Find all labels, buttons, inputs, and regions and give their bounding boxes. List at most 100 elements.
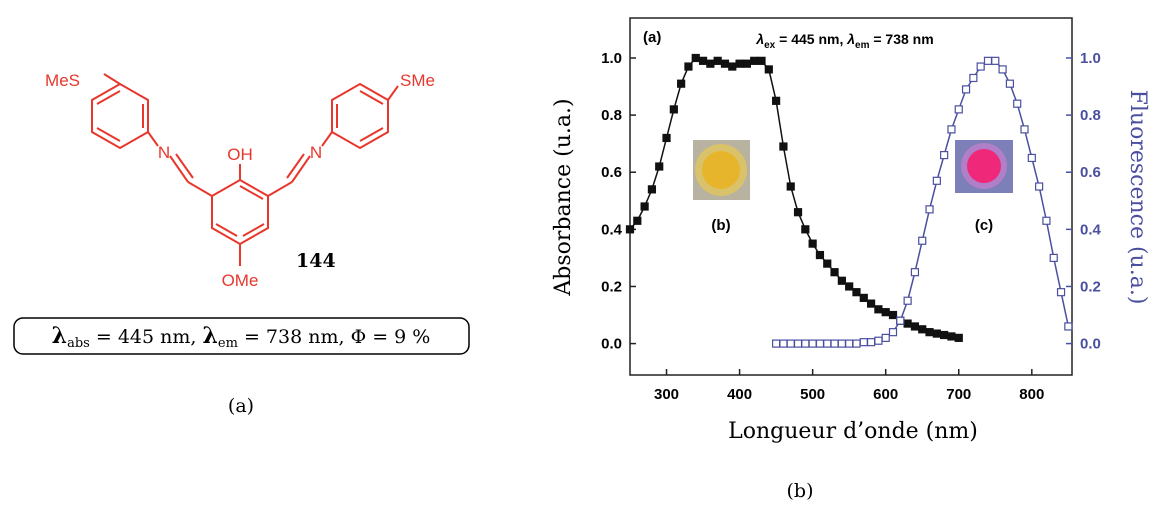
data-point: [991, 56, 1000, 65]
data-point: [903, 296, 912, 305]
data-point: [961, 85, 971, 94]
data-point: [1056, 288, 1066, 297]
x-tick-label: 600: [873, 386, 898, 403]
data-point: [932, 176, 941, 185]
data-point: [750, 56, 759, 65]
data-point: [698, 56, 708, 65]
inset-photo: [955, 140, 1013, 193]
data-point: [859, 293, 868, 302]
data-point: [640, 202, 649, 211]
data-point: [823, 259, 832, 268]
data-point: [772, 339, 781, 348]
data-point: [677, 79, 686, 88]
y-tick-label: 0.2: [601, 278, 622, 295]
panel-label: (a): [643, 29, 661, 46]
data-point: [786, 182, 795, 191]
y2-tick-label: 0.2: [1080, 278, 1101, 295]
data-point: [808, 239, 817, 248]
data-point: [625, 225, 635, 234]
data-point: [742, 59, 751, 68]
atom-label: N: [310, 143, 322, 162]
data-point: [1020, 125, 1029, 134]
data-point: [925, 205, 934, 214]
inset-label: (b): [711, 217, 730, 234]
data-point: [940, 330, 949, 340]
plot-frame: [629, 17, 1073, 376]
inset-photo: [693, 140, 750, 200]
data-point: [866, 338, 876, 347]
data-point: [793, 208, 803, 217]
data-point: [633, 216, 642, 225]
data-point: [874, 336, 883, 345]
data-point: [859, 338, 868, 347]
molecule: [91, 73, 399, 266]
data-point: [896, 316, 905, 325]
data-point: [684, 62, 693, 71]
data-point: [881, 308, 890, 317]
data-point: [815, 250, 825, 260]
data-point: [691, 53, 700, 63]
data-point: [866, 299, 876, 308]
data-point: [830, 268, 839, 277]
y-tick-label: 0.4: [601, 221, 623, 238]
property-box: [13, 317, 470, 355]
data-point: [932, 329, 941, 338]
data-point: [1013, 99, 1022, 108]
x-tick-label: 300: [654, 386, 679, 403]
data-point: [903, 319, 912, 328]
y-tick-label: 0.6: [601, 164, 622, 181]
data-point: [735, 59, 744, 68]
data-point: [918, 325, 927, 334]
y-axis-label: Absorbance (u.a.): [551, 98, 576, 296]
data-point: [779, 142, 788, 151]
annotation: λex = 445 nm, λem = 738 nm: [755, 31, 933, 51]
y-tick-label: 1.0: [601, 50, 622, 67]
data-point: [1049, 253, 1058, 263]
series-line: [776, 60, 1070, 345]
data-point: [888, 328, 898, 337]
data-point: [888, 310, 898, 320]
atom-label: MeS: [45, 71, 80, 90]
atom-label: N: [158, 143, 170, 162]
data-point: [954, 333, 963, 342]
y-tick-label: 0.8: [601, 107, 622, 124]
data-point: [969, 73, 978, 83]
data-point: [706, 59, 715, 68]
y2-tick-label: 0.4: [1080, 221, 1102, 238]
x-axis-label: Longueur d’onde (nm): [728, 419, 978, 444]
x-tick-label: 500: [800, 386, 825, 403]
data-point: [998, 65, 1007, 74]
data-point: [757, 56, 766, 65]
data-point: [779, 339, 788, 348]
data-point: [954, 105, 963, 114]
x-tick-label: 400: [727, 386, 752, 403]
data-point: [925, 328, 934, 337]
y2-tick-label: 0.8: [1080, 107, 1101, 124]
data-point: [1042, 216, 1051, 225]
data-point: [713, 56, 722, 65]
data-point: [837, 339, 846, 348]
x-tick-label: 700: [946, 386, 971, 403]
data-point: [910, 268, 920, 277]
data-point: [728, 62, 737, 71]
data-point: [830, 339, 839, 348]
inset-label: (c): [975, 217, 993, 234]
data-point: [801, 225, 810, 234]
data-point: [801, 339, 810, 348]
atom-label: OMe: [222, 271, 259, 290]
atom-label: OH: [227, 145, 253, 164]
data-point: [1064, 322, 1073, 331]
y2-tick-label: 0.6: [1080, 164, 1101, 181]
data-point: [881, 333, 890, 342]
data-point: [947, 125, 956, 134]
data-point: [772, 96, 781, 105]
data-point: [874, 305, 883, 314]
x-tick-label: 800: [1019, 386, 1044, 403]
data-point: [823, 339, 832, 348]
property-text: λabs = 445 nm, λem = 738 nm, Φ = 9 %: [52, 323, 431, 351]
data-point: [940, 150, 949, 160]
atom-label: SMe: [400, 71, 435, 90]
data-point: [764, 65, 773, 74]
data-point: [655, 162, 664, 171]
